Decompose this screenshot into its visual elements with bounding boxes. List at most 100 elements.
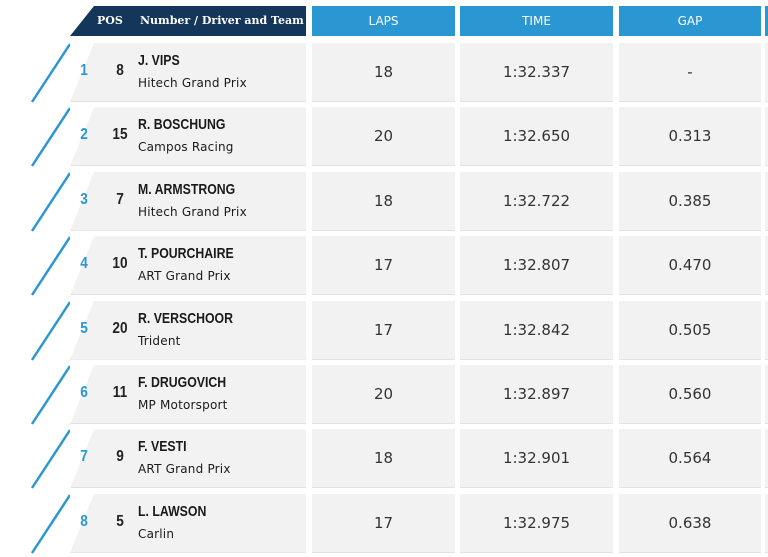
- laps-cell: [312, 429, 455, 489]
- laps-cell: [312, 236, 455, 296]
- time-value: 1:32.901: [502, 449, 571, 468]
- time-value: 1:32.842: [502, 320, 571, 339]
- edge-cell: [765, 493, 768, 553]
- gap-value: 0.564: [668, 449, 712, 468]
- slash-stripe-icon: [30, 43, 70, 103]
- driver-cell: [70, 429, 306, 489]
- table-row[interactable]: 6 11 F. DRUGOVICH MP Motorsport 20 1:32.…: [0, 365, 768, 425]
- table-row[interactable]: 8 5 L. LAWSON Carlin 17 1:32.975 0.638: [0, 493, 768, 554]
- header-laps-label: LAPS: [368, 14, 399, 28]
- team-name: MP Motorsport: [138, 398, 228, 412]
- driver-name[interactable]: J. VIPS: [138, 52, 180, 69]
- laps-cell: [312, 107, 455, 167]
- header-time[interactable]: TIME: [460, 6, 613, 36]
- gap-cell: [619, 300, 761, 360]
- slash-stripe-icon: [30, 429, 70, 490]
- time-cell: [460, 365, 613, 424]
- header-laps[interactable]: LAPS: [312, 6, 455, 36]
- time-value: 1:32.722: [502, 191, 571, 210]
- position-number: 7: [80, 448, 88, 466]
- header-number-driver-team-label: Number / Driver and Team: [140, 14, 304, 27]
- driver-name[interactable]: F. VESTI: [138, 438, 187, 456]
- driver-name[interactable]: M. ARMSTRONG: [138, 180, 236, 198]
- driver-cell: [70, 493, 306, 553]
- driver-cell: [70, 236, 306, 296]
- time-cell: [460, 236, 613, 296]
- time-cell: [460, 493, 613, 553]
- laps-value: 18: [373, 63, 394, 81]
- gap-value: 0.560: [668, 385, 712, 403]
- time-value: 1:32.975: [502, 513, 571, 532]
- laps-value: 18: [373, 449, 394, 468]
- laps-value: 17: [373, 320, 394, 339]
- car-number: 9: [116, 448, 124, 466]
- gap-cell: [619, 107, 761, 167]
- gap-value: -: [687, 63, 693, 81]
- car-number: 15: [112, 126, 128, 144]
- team-name: ART Grand Prix: [138, 269, 231, 284]
- team-name: ART Grand Prix: [138, 462, 231, 477]
- driver-name[interactable]: R. BOSCHUNG: [138, 116, 226, 134]
- driver-name[interactable]: F. DRUGOVICH: [138, 374, 227, 391]
- position-number: 2: [80, 126, 88, 144]
- driver-name[interactable]: R. VERSCHOOR: [138, 309, 234, 327]
- edge-cell: [765, 43, 768, 102]
- gap-value: 0.638: [668, 513, 712, 532]
- slash-stripe-icon: [30, 107, 70, 168]
- table-row[interactable]: 7 9 F. VESTI ART Grand Prix 18 1:32.901 …: [0, 429, 768, 490]
- table-row[interactable]: 1 8 J. VIPS Hitech Grand Prix 18 1:32.33…: [0, 43, 768, 103]
- time-cell: [460, 43, 613, 102]
- car-number: 5: [116, 512, 124, 530]
- driver-name[interactable]: L. LAWSON: [138, 502, 207, 520]
- laps-cell: [312, 171, 455, 231]
- driver-cell: [70, 171, 306, 231]
- team-name: Trident: [138, 333, 181, 348]
- time-cell: [460, 171, 613, 231]
- table-row[interactable]: 5 20 R. VERSCHOOR Trident 17 1:32.842 0.…: [0, 300, 768, 361]
- time-value: 1:32.807: [502, 256, 571, 275]
- team-name: Campos Racing: [138, 140, 234, 155]
- slash-stripe-icon: [30, 172, 70, 232]
- slash-stripe-icon: [30, 494, 70, 554]
- position-number: 6: [80, 384, 88, 401]
- gap-cell: [619, 429, 761, 489]
- time-cell: [460, 429, 613, 489]
- table-row[interactable]: 4 10 T. POURCHAIRE ART Grand Prix 17 1:3…: [0, 236, 768, 296]
- car-number: 10: [112, 255, 128, 273]
- table-row[interactable]: 3 7 M. ARMSTRONG Hitech Grand Prix 18 1:…: [0, 171, 768, 232]
- laps-value: 20: [373, 385, 394, 403]
- time-cell: [460, 107, 613, 167]
- gap-value: 0.313: [668, 127, 712, 146]
- team-name: Carlin: [138, 526, 175, 541]
- gap-cell: [619, 493, 761, 553]
- car-number: 11: [112, 384, 128, 401]
- header-pos-label: POS: [97, 14, 123, 27]
- laps-value: 17: [373, 256, 394, 275]
- team-name: Hitech Grand Prix: [138, 76, 247, 90]
- gap-cell: [619, 365, 761, 424]
- position-number: 1: [80, 62, 88, 79]
- position-number: 5: [80, 319, 88, 337]
- time-value: 1:32.897: [502, 385, 571, 403]
- driver-name[interactable]: T. POURCHAIRE: [138, 245, 234, 263]
- edge-cell: [765, 429, 768, 489]
- laps-cell: [312, 43, 455, 102]
- gap-value: 0.505: [668, 320, 712, 339]
- driver-cell: [70, 43, 306, 102]
- time-value: 1:32.650: [502, 127, 571, 146]
- position-number: 3: [80, 190, 88, 208]
- slash-stripe-icon: [30, 300, 70, 361]
- time-value: 1:32.337: [502, 63, 571, 81]
- gap-value: 0.470: [668, 256, 712, 275]
- header-gap[interactable]: GAP: [619, 6, 761, 36]
- laps-value: 18: [373, 191, 394, 210]
- slash-stripe-icon: [30, 365, 70, 425]
- edge-cell: [765, 300, 768, 360]
- car-number: 7: [116, 190, 124, 208]
- laps-value: 20: [373, 127, 394, 146]
- table-row[interactable]: 2 15 R. BOSCHUNG Campos Racing 20 1:32.6…: [0, 107, 768, 168]
- team-name: Hitech Grand Prix: [138, 204, 247, 219]
- car-number: 8: [116, 62, 124, 79]
- edge-cell: [765, 171, 768, 231]
- laps-cell: [312, 365, 455, 424]
